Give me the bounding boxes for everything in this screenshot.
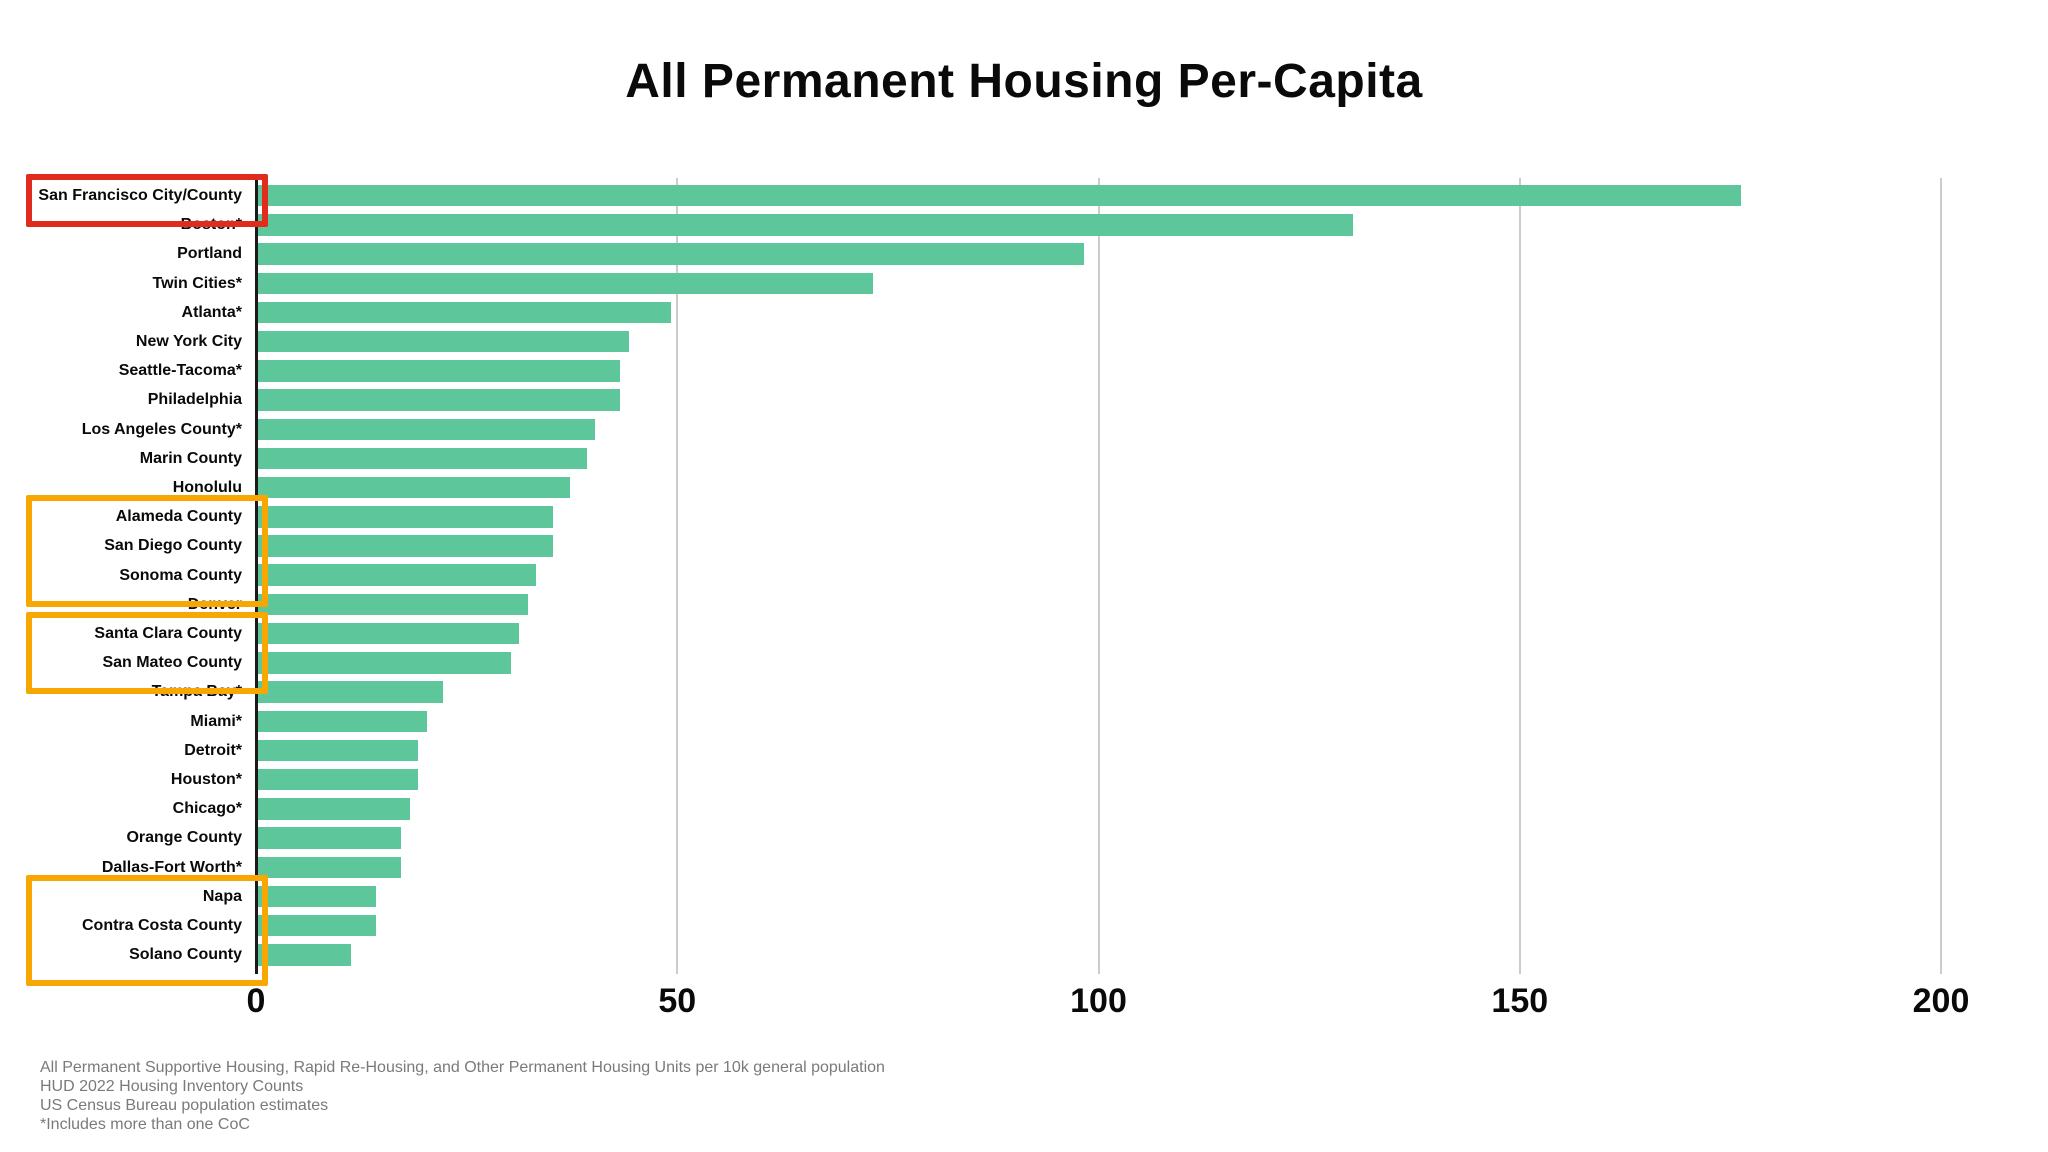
bar [258, 360, 621, 382]
category-label: San Mateo County [102, 654, 242, 672]
category-label: Solano County [129, 946, 242, 964]
bar [258, 506, 553, 528]
bar [258, 710, 427, 732]
bar [258, 447, 587, 470]
category-label: Detroit* [184, 741, 242, 759]
bar [258, 652, 511, 674]
y-axis-line [255, 178, 258, 974]
category-label: Contra Costa County [82, 917, 242, 934]
category-label: Orange County [126, 829, 242, 847]
category-label: Dallas-Fort Worth* [101, 858, 242, 876]
gridline [1518, 178, 1521, 974]
category-label: Seattle-Tacoma* [118, 362, 242, 380]
category-label: San Diego County [104, 537, 242, 555]
category-label: Chicago* [172, 800, 242, 818]
bar [258, 827, 402, 849]
bar [258, 739, 419, 762]
category-label: Portland [177, 245, 242, 263]
orange-box-napa-contracosta-solano [26, 874, 268, 987]
category-label: Philadelphia [147, 391, 242, 409]
category-label: Honolulu [172, 479, 242, 496]
bar [258, 885, 376, 908]
footnote: All Permanent Supportive Housing, Rapid … [40, 1059, 885, 1076]
x-tick-label: 100 [1070, 982, 1127, 1020]
bar [258, 593, 528, 616]
category-label: Marin County [139, 449, 242, 467]
bar [258, 272, 873, 294]
category-label: Los Angeles County* [81, 420, 242, 438]
orange-box-santaclara-sanmateo [26, 612, 268, 695]
category-label: New York City [135, 333, 242, 350]
bar [258, 389, 621, 411]
footnotes-block: All Permanent Supportive Housing, Rapid … [40, 1058, 885, 1134]
bar [258, 856, 402, 878]
category-label: Santa Clara County [94, 625, 242, 642]
bar [258, 681, 444, 703]
chart-title: All Permanent Housing Per-Capita [625, 55, 1423, 108]
bar [258, 768, 419, 791]
category-label: Atlanta* [181, 303, 242, 321]
red-box-san-francisco [26, 174, 268, 228]
gridline [1097, 178, 1100, 974]
footnote: HUD 2022 Housing Inventory Counts [40, 1078, 304, 1095]
category-label: Miami* [190, 712, 242, 730]
bar [258, 330, 629, 353]
bar [258, 944, 351, 966]
bar [258, 184, 1741, 207]
category-label: San Francisco City/County [38, 187, 242, 204]
category-label: Alameda County [115, 508, 242, 526]
category-label: Twin Cities* [152, 274, 243, 292]
footnote: US Census Bureau population estimates [40, 1097, 329, 1114]
orange-box-alameda-sandiego-sonoma [26, 495, 268, 607]
bar [258, 798, 410, 820]
footnote: *Includes more than one CoC [40, 1116, 250, 1133]
x-tick-label: 50 [658, 982, 697, 1020]
bar [258, 622, 520, 645]
bar [258, 214, 1354, 236]
category-label: Napa [202, 887, 242, 905]
bar [258, 535, 553, 557]
category-label: Sonoma County [119, 566, 242, 584]
gridline [676, 178, 679, 974]
x-tick-label: 150 [1491, 982, 1549, 1020]
bar [258, 914, 376, 937]
bar [258, 418, 595, 440]
x-tick-label: 0 [246, 982, 266, 1020]
bar [258, 301, 671, 324]
bar [258, 243, 1084, 265]
gridline [1940, 178, 1942, 974]
x-tick-label: 200 [1912, 982, 1970, 1020]
bar [258, 476, 570, 499]
bar [258, 564, 536, 586]
category-label: Houston* [170, 771, 242, 788]
